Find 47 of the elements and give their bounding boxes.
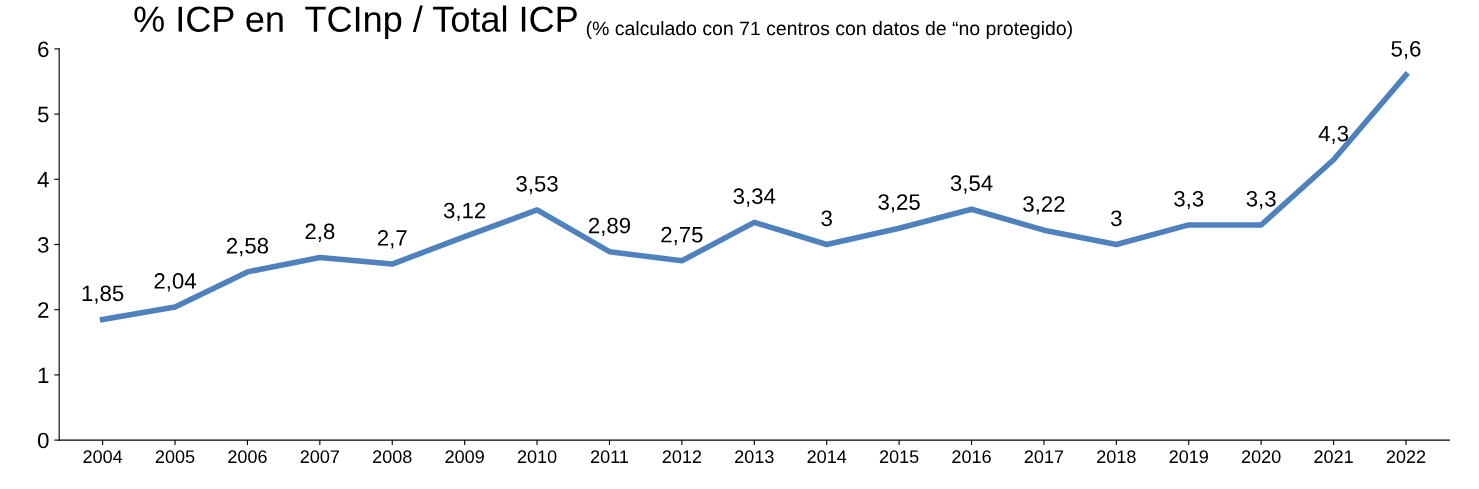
- data-label: 3,25: [878, 194, 920, 213]
- data-label: 2,04: [154, 273, 196, 292]
- y-tick-label: 4: [37, 172, 49, 188]
- data-label: 3: [821, 210, 832, 227]
- y-tick-label: 0: [37, 432, 49, 449]
- data-label: 2,7: [377, 230, 407, 249]
- chart-title: % ICP en TCInp / Total ICP: [134, 5, 577, 40]
- data-label: 3,53: [516, 175, 558, 195]
- x-tick-label: 2009: [445, 450, 484, 464]
- data-label: 4,3: [1318, 125, 1349, 145]
- data-label: 2,75: [661, 226, 703, 246]
- data-label: 3,12: [443, 202, 486, 222]
- x-tick-label: 2004: [83, 450, 123, 464]
- x-tick-label: 2011: [590, 450, 629, 464]
- y-tick-label: 3: [37, 237, 49, 253]
- data-label: 3,54: [950, 175, 993, 194]
- data-label: 3,3: [1246, 190, 1276, 210]
- data-label: 3: [1111, 210, 1122, 227]
- chart-subtitle: (% calculado con 71 centros con datos de “no protegido): [586, 20, 1072, 40]
- x-tick-label: 2017: [1024, 450, 1064, 464]
- x-tick-label: 2012: [662, 450, 702, 464]
- y-tick-label: 5: [37, 106, 49, 123]
- x-tick-label: 2018: [1097, 450, 1136, 464]
- data-label: 5,6: [1391, 40, 1421, 60]
- x-tick-label: 2010: [517, 450, 557, 464]
- data-label: 3,22: [1023, 196, 1065, 215]
- data-label: 3,3: [1174, 190, 1204, 210]
- y-tick-label: 1: [38, 367, 49, 383]
- x-tick-label: 2015: [879, 450, 919, 464]
- x-tick-label: 2008: [373, 450, 412, 464]
- x-tick-label: 2016: [952, 450, 991, 464]
- x-tick-label: 2019: [1169, 450, 1208, 464]
- y-tick-label: 6: [38, 41, 49, 58]
- data-label: 2,58: [226, 237, 269, 257]
- x-tick-label: 2021: [1314, 450, 1353, 464]
- data-label: 1,85: [82, 285, 124, 304]
- x-tick-label: 2014: [807, 450, 847, 464]
- x-tick-label: 2022: [1386, 450, 1426, 464]
- data-label: 2,89: [588, 217, 631, 237]
- x-tick-label: 2005: [155, 450, 195, 464]
- x-tick-label: 2007: [300, 450, 340, 464]
- data-label: 2,8: [305, 223, 335, 242]
- x-tick-label: 2013: [735, 450, 774, 464]
- y-tick-label: 2: [38, 302, 49, 318]
- x-tick-label: 2006: [228, 450, 267, 464]
- data-label: 3,34: [733, 188, 776, 207]
- x-tick-label: 2020: [1241, 450, 1281, 464]
